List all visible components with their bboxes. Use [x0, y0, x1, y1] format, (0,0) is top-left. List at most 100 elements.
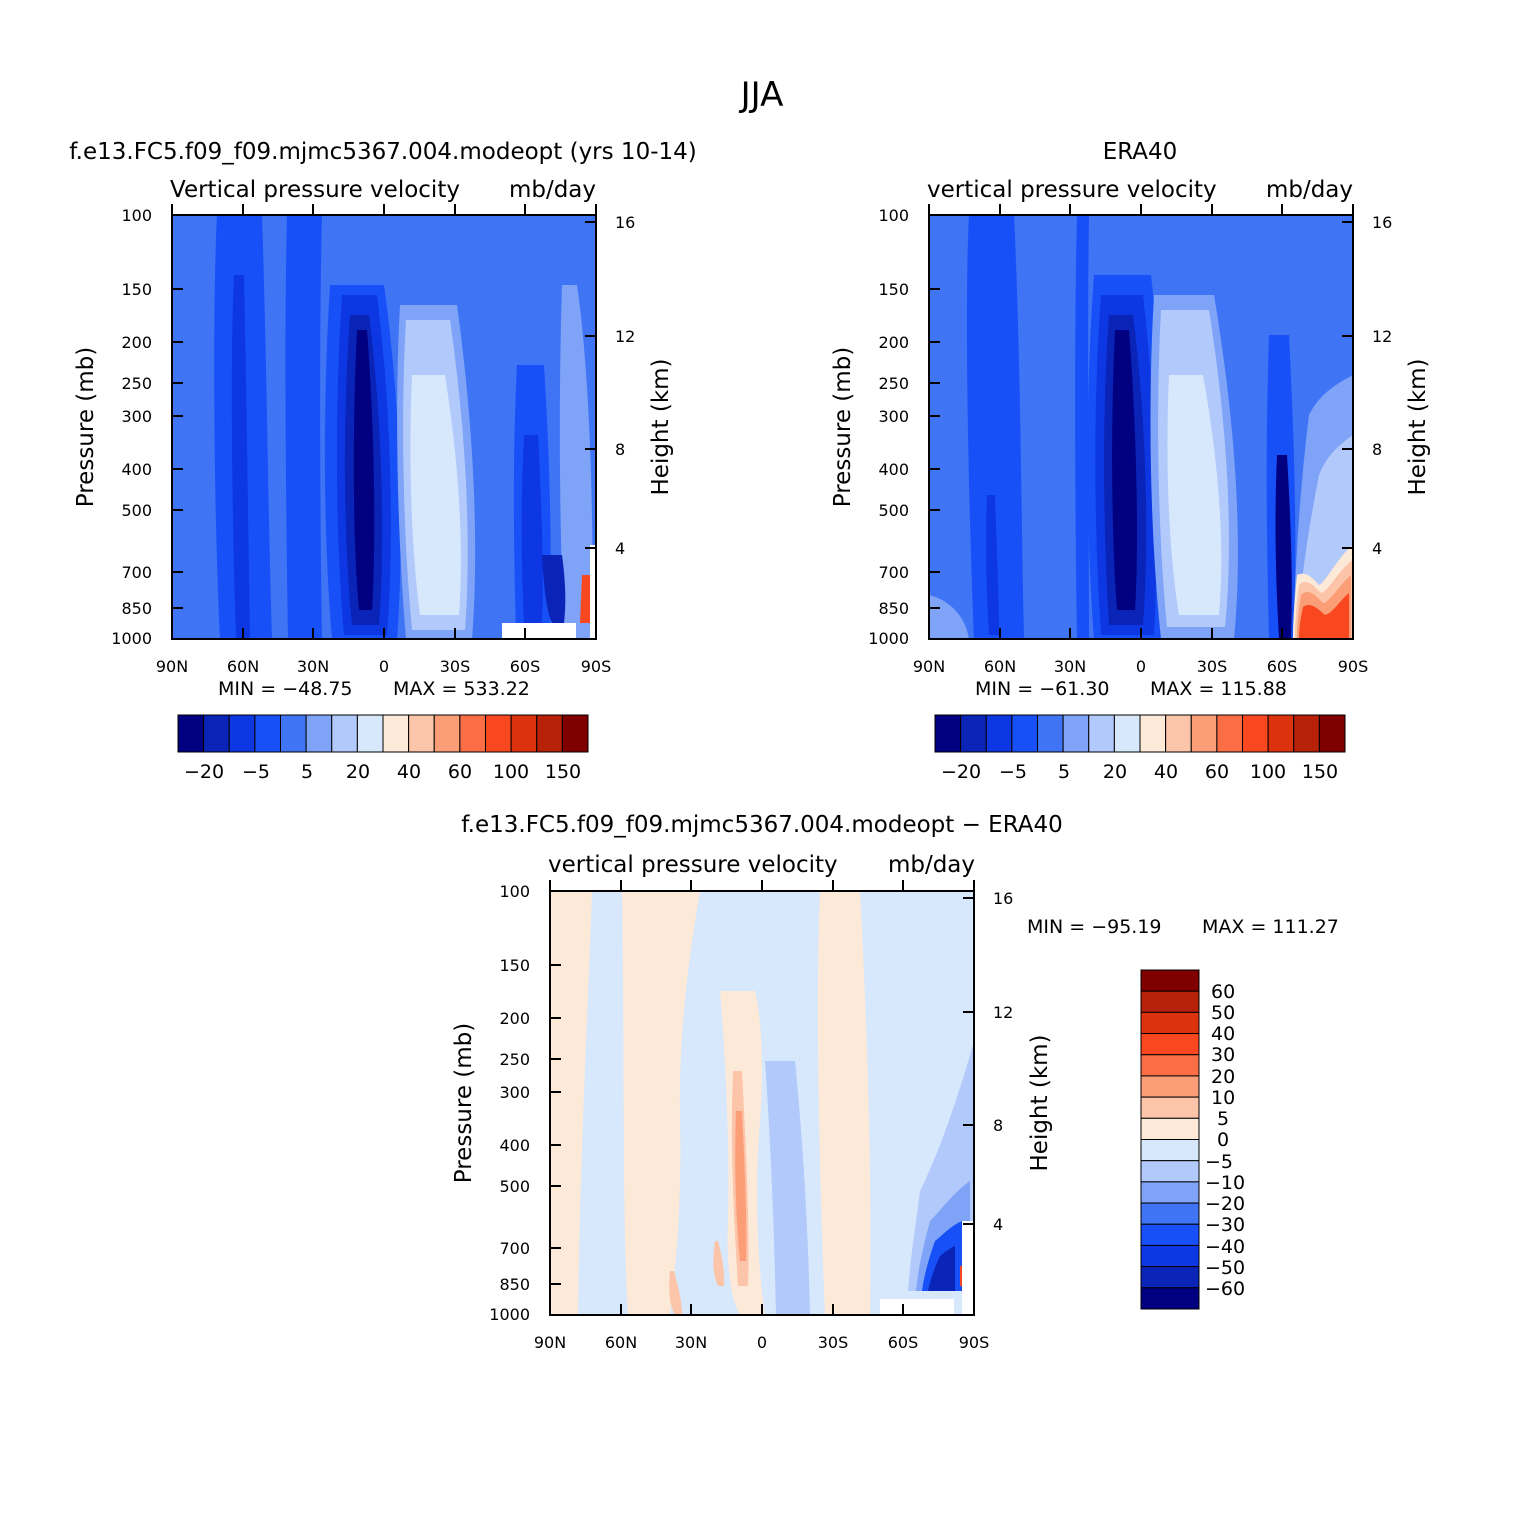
panel-diff-units-label: mb/day	[888, 852, 975, 878]
ytick-label: 250	[499, 1050, 530, 1069]
model-contour-band	[285, 215, 322, 639]
colorbar-swatch	[1140, 1160, 1200, 1183]
colorbar-swatch	[1140, 1117, 1200, 1140]
panel-model-plot-area	[172, 215, 596, 639]
obs-contour-band	[966, 215, 1024, 639]
ytick-label: 150	[121, 280, 152, 299]
diff-contour-band	[713, 1241, 725, 1286]
xtick-label: 30N	[297, 657, 329, 676]
colorbar-swatch	[536, 714, 563, 753]
colorbar-swatch	[485, 714, 512, 753]
colorbar-swatch	[177, 714, 205, 753]
colorbar-label: 5	[1217, 1108, 1229, 1130]
colorbar-swatch	[561, 714, 589, 753]
colorbar-swatch	[280, 714, 307, 753]
panel-model-ylabel: Pressure (mb)	[73, 347, 99, 507]
panel-model: f.e13.FC5.f09_f09.mjmc5367.004.modeopt (…	[69, 139, 697, 783]
colorbar-swatch	[1165, 714, 1192, 753]
ytick-label: 200	[878, 333, 909, 352]
y2tick-label: 16	[993, 889, 1013, 908]
colorbar-label: 100	[1250, 761, 1286, 783]
colorbar-swatch	[1140, 1181, 1200, 1204]
diff-contour-band	[735, 1111, 747, 1261]
ytick-label: 1000	[868, 629, 909, 648]
diff-contour-band	[817, 891, 871, 1315]
ytick-label: 150	[499, 956, 530, 975]
ytick-label: 1000	[489, 1305, 530, 1324]
panel-obs-ytick-labels: 100 150 200 250 300 400 500 700 850 1000	[868, 206, 909, 648]
xtick-label: 90S	[1338, 657, 1369, 676]
colorbar-swatch	[1139, 714, 1167, 753]
colorbar-swatch	[1140, 1287, 1200, 1310]
panel-model-units-label: mb/day	[509, 177, 596, 203]
colorbar-swatch	[459, 714, 486, 753]
colorbar-label: 10	[1211, 1087, 1235, 1109]
colorbar-swatch	[1140, 969, 1200, 992]
colorbar-swatch	[1318, 714, 1346, 753]
obs-contour-band	[986, 495, 999, 635]
colorbar-swatch	[228, 714, 256, 753]
colorbar-swatch	[408, 714, 435, 753]
ytick-label: 850	[878, 599, 909, 618]
colorbar-label: 40	[1154, 761, 1178, 783]
panel-obs-variable-label: vertical pressure velocity	[927, 177, 1217, 203]
model-contour-band	[580, 575, 590, 623]
panel-diff-ytick-labels: 100 150 200 250 300 400 500 700 850 1000	[489, 882, 530, 1324]
xtick-label: 30S	[818, 1333, 849, 1352]
y2tick-label: 16	[615, 213, 635, 232]
xtick-label: 60S	[888, 1333, 919, 1352]
panel-obs-ticks	[928, 204, 1354, 639]
colorbar-label: 20	[1103, 761, 1127, 783]
ytick-label: 850	[121, 599, 152, 618]
xtick-label: 90N	[534, 1333, 566, 1352]
colorbar-swatch	[1062, 714, 1090, 753]
colorbar-label: 150	[1302, 761, 1338, 783]
ytick-label: 250	[878, 374, 909, 393]
colorbar-swatch	[1140, 1096, 1200, 1119]
xtick-label: 60N	[984, 657, 1016, 676]
panel-diff-title: f.e13.FC5.f09_f09.mjmc5367.004.modeopt −…	[461, 812, 1063, 838]
diff-contour-band	[880, 891, 911, 1191]
panel-obs-y2label: Height (km)	[1405, 358, 1431, 495]
ytick-label: 150	[878, 280, 909, 299]
panel-diff-colorbar-labels: 60 50 40 30 20 10 5 0 −5 −10 −20 −30 −40…	[1205, 981, 1245, 1300]
ytick-label: 700	[878, 563, 909, 582]
model-contour-band	[559, 285, 593, 639]
panel-model-title: f.e13.FC5.f09_f09.mjmc5367.004.modeopt (…	[69, 139, 697, 165]
colorbar-label: −10	[1205, 1172, 1245, 1194]
season-title: JJA	[739, 75, 784, 115]
ytick-label: 300	[499, 1083, 530, 1102]
colorbar-label: 150	[545, 761, 581, 783]
model-missing-data	[502, 623, 576, 639]
xtick-label: 60N	[227, 657, 259, 676]
panel-diff-xtick-labels: 90N 60N 30N 0 30S 60S 90S	[534, 1333, 989, 1352]
ytick-label: 400	[878, 460, 909, 479]
colorbar-label: −30	[1205, 1214, 1245, 1236]
diff-contour-band	[669, 1271, 682, 1315]
colorbar-swatch	[960, 714, 987, 753]
colorbar-label: 30	[1211, 1044, 1235, 1066]
y2tick-label: 8	[615, 440, 625, 459]
obs-contour-band	[1075, 215, 1089, 639]
colorbar-label: 50	[1211, 1002, 1235, 1024]
y2tick-label: 4	[993, 1215, 1003, 1234]
xtick-label: 90N	[913, 657, 945, 676]
model-contour-band	[231, 275, 250, 639]
colorbar-label: 5	[1058, 761, 1070, 783]
colorbar-swatch	[1088, 714, 1115, 753]
colorbar-swatch	[1140, 1011, 1200, 1035]
model-contour-band	[542, 555, 566, 623]
obs-contour-band	[1275, 455, 1292, 639]
colorbar-label: −5	[999, 761, 1027, 783]
panel-model-min: MIN = −48.75	[218, 678, 353, 700]
y2tick-label: 16	[1372, 213, 1392, 232]
diff-missing-data	[962, 1221, 974, 1315]
colorbar-swatch	[1140, 1244, 1200, 1268]
model-contour-band	[353, 330, 375, 610]
y2tick-label: 12	[993, 1003, 1013, 1022]
panel-diff-min: MIN = −95.19	[1027, 916, 1162, 938]
xtick-label: 30N	[675, 1333, 707, 1352]
panel-diff-plot-area	[550, 891, 974, 1315]
diff-contour-band	[905, 891, 974, 1211]
model-missing-data	[590, 545, 596, 639]
